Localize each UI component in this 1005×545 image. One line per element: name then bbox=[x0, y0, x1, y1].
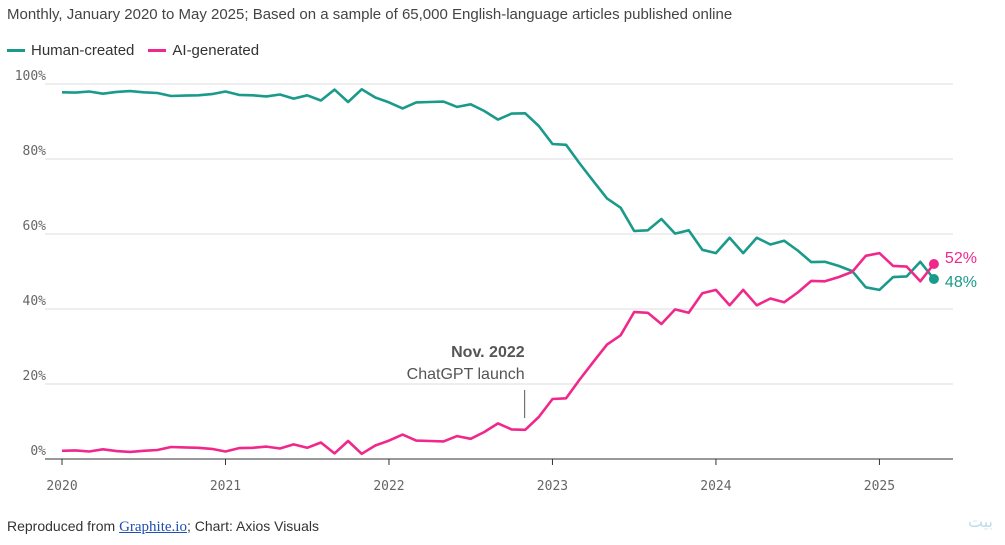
y-tick-label: 80% bbox=[23, 144, 47, 159]
x-axis: 2020 2021 2022 2023 2024 2025 bbox=[46, 459, 895, 494]
footer-suffix: ; Chart: Axios Visuals bbox=[186, 518, 319, 534]
series-line-ai bbox=[61, 251, 935, 456]
x-tick-label: 2020 bbox=[46, 479, 77, 494]
y-axis: 0% 20% 40% 60% 80% 100% bbox=[15, 69, 46, 459]
series-lines bbox=[61, 88, 939, 456]
end-label-human: 48% bbox=[945, 274, 977, 291]
x-tick-label: 2025 bbox=[864, 479, 895, 494]
legend-swatch-human bbox=[7, 49, 25, 52]
legend-item-ai: AI-generated bbox=[148, 42, 259, 59]
end-markers: 52% 48% bbox=[945, 250, 977, 291]
y-tick-label: 60% bbox=[23, 219, 47, 234]
footer-prefix: Reproduced from bbox=[7, 518, 120, 534]
y-tick-label: 20% bbox=[23, 369, 47, 384]
y-tick-label: 0% bbox=[30, 444, 46, 459]
y-tick-label: 40% bbox=[23, 294, 47, 309]
end-point-ai bbox=[928, 259, 939, 269]
source-link[interactable]: Graphite.io bbox=[119, 519, 187, 535]
watermark-logo: بیت bbox=[968, 512, 993, 531]
annotation: Nov. 2022 ChatGPT launch bbox=[407, 344, 526, 418]
x-tick-label: 2022 bbox=[373, 479, 404, 494]
annotation-text: ChatGPT launch bbox=[407, 366, 525, 383]
footer: Reproduced from Graphite.io; Chart: Axio… bbox=[7, 518, 319, 536]
legend-label-human: Human-created bbox=[31, 42, 135, 59]
legend: Human-created AI-generated bbox=[7, 42, 259, 59]
series-line-human bbox=[61, 88, 935, 292]
end-label-ai: 52% bbox=[945, 250, 977, 267]
x-tick-label: 2021 bbox=[210, 479, 241, 494]
chart-subtitle: Monthly, January 2020 to May 2025; Based… bbox=[7, 6, 733, 23]
x-tick-label: 2024 bbox=[700, 479, 731, 494]
legend-swatch-ai bbox=[148, 49, 167, 52]
y-tick-label: 100% bbox=[15, 69, 46, 84]
legend-item-human: Human-created bbox=[7, 42, 134, 59]
legend-label-ai: AI-generated bbox=[172, 42, 260, 59]
end-point-human bbox=[928, 274, 939, 284]
grid bbox=[45, 83, 953, 460]
annotation-title: Nov. 2022 bbox=[451, 344, 525, 361]
x-tick-label: 2023 bbox=[537, 479, 568, 494]
